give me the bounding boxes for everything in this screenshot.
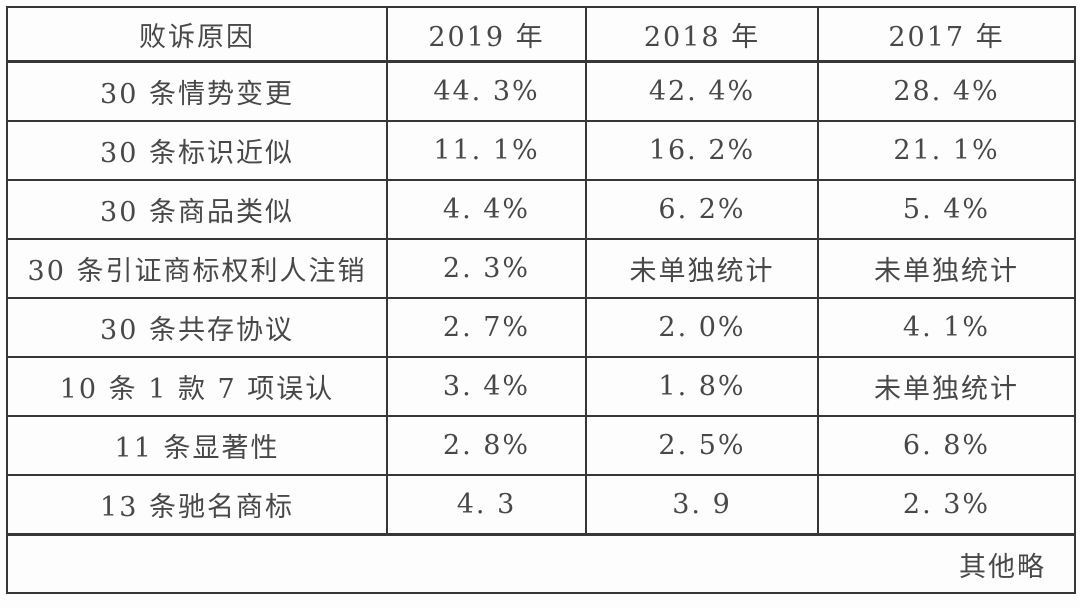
cell-2019: 2. 7% xyxy=(386,297,587,358)
table-header-row: 败诉原因 2019 年 2018 年 2017 年 xyxy=(6,6,1076,63)
cell-reason: 30 条情势变更 xyxy=(6,60,388,122)
column-header-2018: 2018 年 xyxy=(585,6,819,63)
cell-2019: 2. 3% xyxy=(386,238,587,299)
footer-note: 其他略 xyxy=(6,533,1076,594)
cell-2018: 3. 9 xyxy=(585,474,819,536)
cell-2019: 4. 3 xyxy=(386,474,587,536)
cell-2017: 5. 4% xyxy=(817,179,1076,240)
table-row: 30 条标识近似 11. 1% 16. 2% 21. 1% xyxy=(6,120,1076,181)
cell-reason: 30 条共存协议 xyxy=(6,297,388,358)
cell-2018: 6. 2% xyxy=(585,179,819,240)
table-row: 30 条商品类似 4. 4% 6. 2% 5. 4% xyxy=(6,179,1076,240)
cell-2017: 6. 8% xyxy=(817,415,1076,476)
table-row: 30 条情势变更 44. 3% 42. 4% 28. 4% xyxy=(6,60,1076,122)
cell-2017: 未单独统计 xyxy=(817,356,1076,417)
cell-reason: 30 条标识近似 xyxy=(6,120,388,181)
cell-reason: 10 条 1 款 7 项误认 xyxy=(6,356,388,417)
cell-2017: 28. 4% xyxy=(817,60,1076,122)
cell-2018: 2. 5% xyxy=(585,415,819,476)
table-container: 败诉原因 2019 年 2018 年 2017 年 30 条情势变更 44. 3… xyxy=(6,6,1076,594)
cell-2018: 16. 2% xyxy=(585,120,819,181)
table-row: 30 条引证商标权利人注销 2. 3% 未单独统计 未单独统计 xyxy=(6,238,1076,299)
cell-2019: 11. 1% xyxy=(386,120,587,181)
table-row: 13 条驰名商标 4. 3 3. 9 2. 3% xyxy=(6,474,1076,536)
lawsuit-loss-reasons-table: 败诉原因 2019 年 2018 年 2017 年 30 条情势变更 44. 3… xyxy=(6,6,1076,594)
column-header-2019: 2019 年 xyxy=(386,6,587,63)
cell-2017: 未单独统计 xyxy=(817,238,1076,299)
table-footer-row: 其他略 xyxy=(6,533,1076,594)
column-header-reason: 败诉原因 xyxy=(6,6,388,63)
cell-reason: 11 条显著性 xyxy=(6,415,388,476)
cell-2018: 1. 8% xyxy=(585,356,819,417)
cell-2017: 2. 3% xyxy=(817,474,1076,536)
cell-2019: 2. 8% xyxy=(386,415,587,476)
cell-2018: 42. 4% xyxy=(585,60,819,122)
column-header-2017: 2017 年 xyxy=(817,6,1076,63)
cell-2019: 4. 4% xyxy=(386,179,587,240)
cell-2018: 未单独统计 xyxy=(585,238,819,299)
cell-2018: 2. 0% xyxy=(585,297,819,358)
table-row: 10 条 1 款 7 项误认 3. 4% 1. 8% 未单独统计 xyxy=(6,356,1076,417)
cell-2017: 21. 1% xyxy=(817,120,1076,181)
cell-reason: 13 条驰名商标 xyxy=(6,474,388,536)
cell-2019: 3. 4% xyxy=(386,356,587,417)
cell-2017: 4. 1% xyxy=(817,297,1076,358)
cell-reason: 30 条引证商标权利人注销 xyxy=(6,238,388,299)
cell-2019: 44. 3% xyxy=(386,60,587,122)
cell-reason: 30 条商品类似 xyxy=(6,179,388,240)
table-row: 11 条显著性 2. 8% 2. 5% 6. 8% xyxy=(6,415,1076,476)
table-row: 30 条共存协议 2. 7% 2. 0% 4. 1% xyxy=(6,297,1076,358)
